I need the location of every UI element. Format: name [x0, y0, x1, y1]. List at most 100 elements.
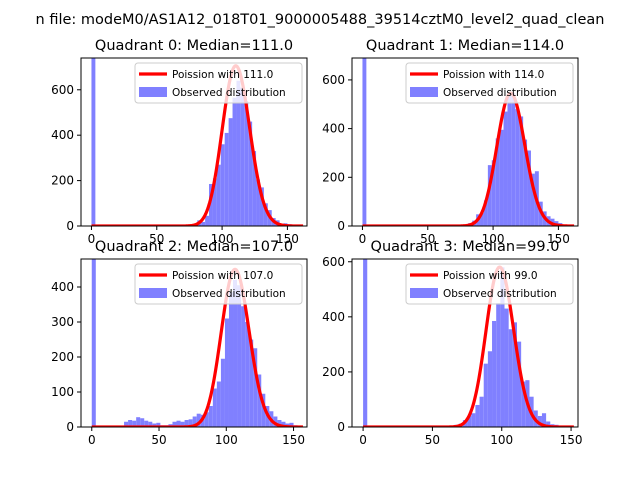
histogram-bar [263, 203, 268, 226]
poisson-curve [362, 265, 575, 427]
x-tick-label: 100 [482, 232, 505, 246]
legend-bar-swatch [410, 288, 438, 298]
x-tick-label: 100 [211, 232, 234, 246]
histogram-bar [289, 422, 294, 427]
histogram-bar [261, 393, 266, 427]
histogram-bar [256, 179, 260, 226]
histogram-bar [277, 420, 282, 427]
chart-title: Quadrant 1: Median=114.0 [366, 38, 564, 54]
plot-area [90, 259, 304, 427]
histogram-bar [241, 306, 246, 427]
histogram-bar [362, 58, 367, 226]
histogram-bar [220, 144, 225, 226]
plot-area [90, 58, 305, 226]
legend-bar-swatch [410, 87, 438, 97]
y-tick-label: 0 [66, 420, 74, 434]
histogram-bar [224, 318, 229, 427]
x-tick-label: 150 [547, 232, 570, 246]
y-tick-label: 0 [66, 219, 74, 233]
x-tick-label: 50 [149, 232, 164, 246]
x-tick-label: 0 [359, 232, 367, 246]
legend-box [134, 62, 303, 104]
figure-suptitle: n file: modeM0/AS1A12_018T01_9000005488_… [36, 12, 605, 28]
histogram-bar [136, 417, 141, 427]
histogram-bar [192, 416, 197, 427]
histogram-bar [252, 151, 257, 226]
histogram-bar [537, 415, 542, 427]
x-tick-label: 0 [359, 433, 367, 447]
legend-label: Poission with 107.0 [172, 270, 273, 282]
histogram-bar [232, 97, 237, 226]
y-tick-label: 0 [337, 219, 345, 233]
legend-bar-swatch [139, 87, 167, 97]
histogram-bar [259, 187, 264, 226]
legend-label: Poission with 99.0 [443, 270, 538, 282]
histogram-bar [492, 320, 497, 427]
histogram-bar [527, 150, 531, 226]
plot-area [361, 58, 576, 226]
histogram-bar [512, 322, 517, 427]
chart-title: Quadrant 0: Median=111.0 [95, 38, 293, 54]
x-tick-label: 100 [215, 433, 238, 447]
histogram-bar [467, 415, 472, 427]
x-tick-label: 50 [425, 433, 440, 447]
y-tick-label: 600 [322, 255, 345, 269]
y-tick-label: 600 [322, 73, 345, 87]
histogram-bar [511, 93, 516, 226]
histogram-bar [144, 420, 149, 427]
legend-label: Poission with 114.0 [443, 69, 544, 81]
histogram-bar [212, 388, 217, 427]
histogram-bar [224, 132, 229, 226]
plot-area [362, 259, 575, 427]
histogram-bar [515, 109, 520, 226]
legend-box [405, 263, 574, 305]
histogram-bar [496, 303, 501, 427]
histogram-bar [500, 267, 505, 427]
y-tick-label: 200 [322, 365, 345, 379]
histogram-bar [523, 139, 528, 226]
legend-bar-swatch [139, 288, 167, 298]
histogram-bar [91, 259, 96, 427]
histogram-bar [244, 101, 249, 226]
histogram-bar [363, 259, 368, 427]
histogram-bar [205, 215, 210, 226]
histogram-bar [236, 80, 241, 226]
histogram-bar [201, 221, 206, 226]
histogram-bar [140, 418, 145, 427]
histogram-bar [220, 358, 225, 427]
poisson-curve [361, 91, 576, 226]
axes-frame [80, 57, 308, 227]
y-tick-label: 100 [51, 385, 74, 399]
x-tick-label: 50 [420, 232, 435, 246]
histogram-bar [132, 420, 137, 427]
histogram-bar [491, 160, 496, 226]
x-tick-label: 50 [151, 433, 166, 447]
histogram-bar [504, 308, 509, 427]
poisson-curve [90, 267, 304, 427]
poisson-curve [90, 64, 305, 226]
chart-panel-2: 0 50 100 150 0 100 200 300 400 Quadrant 2: Median… [51, 239, 308, 447]
histogram-bar [240, 87, 245, 226]
histogram-bar [521, 381, 526, 427]
legend-label: Observed distribution [172, 87, 286, 99]
x-tick-label: 0 [88, 232, 96, 246]
histogram-bar [209, 184, 213, 226]
histogram-bar [475, 404, 480, 427]
histogram-bar [483, 200, 488, 226]
y-tick-label: 400 [322, 122, 345, 136]
histogram-bar [228, 118, 233, 226]
histogram-bar [479, 396, 484, 427]
histogram-bar [257, 374, 262, 427]
legend-label: Observed distribution [172, 288, 286, 300]
histogram-bar [184, 420, 189, 427]
histogram-bar [507, 95, 512, 226]
y-tick-label: 300 [51, 315, 74, 329]
y-tick-label: 200 [51, 174, 74, 188]
legend-label: Observed distribution [443, 87, 557, 99]
histogram-bar [176, 420, 181, 427]
chart-panel-1: 0 50 100 150 0 200 400 600 Quadrant 1: Median=11… [322, 38, 579, 246]
histogram-bar [237, 285, 242, 427]
histogram-bar [233, 280, 238, 427]
axes-frame [80, 258, 308, 428]
